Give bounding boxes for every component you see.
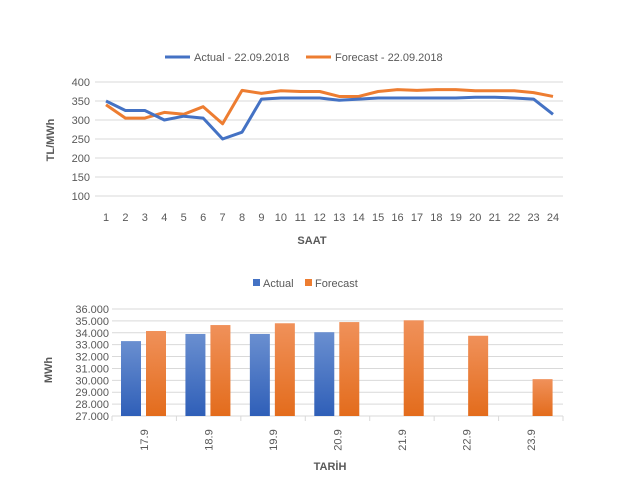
series-line-actual [105,95,554,141]
y-tick-label: 200 [72,153,90,165]
bar-forecast [468,335,489,416]
bar-forecast [210,325,231,416]
y-tick-label: 150 [72,172,90,184]
y-tick-label: 35.000 [75,316,109,328]
bar-actual [314,332,335,416]
x-tick-label: 21 [489,212,501,224]
x-tick-label: 22 [508,212,520,224]
y-tick-label: 36.000 [75,304,109,316]
x-tick-label: 22.9 [461,429,473,450]
x-tick-label: 2 [122,212,128,224]
bar-forecast [339,322,360,416]
x-tick-label: 5 [181,212,187,224]
legend-label: Actual [263,278,294,290]
x-tick-label: 3 [142,212,148,224]
x-axis-title: SAAT [297,235,326,247]
x-tick-label: 4 [161,212,167,224]
y-tick-label: 31.000 [75,363,109,375]
x-tick-label: 24 [547,212,559,224]
x-tick-label: 18.9 [204,429,216,450]
x-tick-label: 6 [200,212,206,224]
legend-label: Forecast - 22.09.2018 [335,52,443,64]
legend-swatch [305,279,312,286]
x-tick-label: 20 [469,212,481,224]
x-tick-label: 14 [353,212,365,224]
y-tick-label: 27.000 [75,411,109,423]
x-tick-label: 16 [391,212,403,224]
y-tick-label: 33.000 [75,340,109,352]
y-tick-label: 28.000 [75,399,109,411]
x-tick-label: 10 [275,212,287,224]
y-tick-label: 350 [72,96,90,108]
y-axis-title: MWh [43,357,55,384]
x-tick-label: 23 [527,212,539,224]
x-tick-label: 19.9 [268,429,280,450]
y-tick-label: 30.000 [75,375,109,387]
y-tick-label: 100 [72,191,90,203]
bar-actual [249,333,270,416]
x-tick-label: 21.9 [397,429,409,450]
y-tick-label: 300 [72,115,90,127]
bar-chart: 27.00028.00029.00030.00031.00032.00033.0… [43,278,564,473]
bar-actual [121,341,141,416]
y-tick-label: 32.000 [75,352,109,364]
y-tick-label: 400 [72,77,90,89]
y-axis-title: TL/MWh [45,118,57,161]
y-tick-label: 29.000 [75,387,109,399]
x-tick-label: 8 [239,212,245,224]
x-tick-label: 11 [295,212,306,224]
x-tick-label: 17 [411,212,423,224]
bar-forecast [403,320,424,416]
y-tick-label: 34.000 [75,328,109,340]
bar-forecast [532,379,553,416]
bar-forecast [274,323,295,416]
x-tick-label: 15 [372,212,384,224]
legend-label: Forecast [315,278,358,290]
x-tick-label: 7 [220,212,226,224]
x-tick-label: 23.9 [526,429,538,450]
x-tick-label: 1 [103,212,109,224]
x-tick-label: 12 [314,212,326,224]
series-line-forecast [105,88,554,126]
x-tick-label: 19 [450,212,462,224]
x-tick-label: 9 [258,212,264,224]
x-axis-title: TARİH [314,460,347,473]
x-tick-label: 17.9 [139,429,151,450]
x-tick-label: 18 [430,212,442,224]
legend-label: Actual - 22.09.2018 [194,52,289,64]
x-tick-label: 20.9 [333,429,345,450]
legend-swatch [253,279,260,286]
y-tick-label: 250 [72,134,90,146]
bar-forecast [146,330,166,416]
x-tick-label: 13 [333,212,345,224]
bar-actual [185,333,206,416]
